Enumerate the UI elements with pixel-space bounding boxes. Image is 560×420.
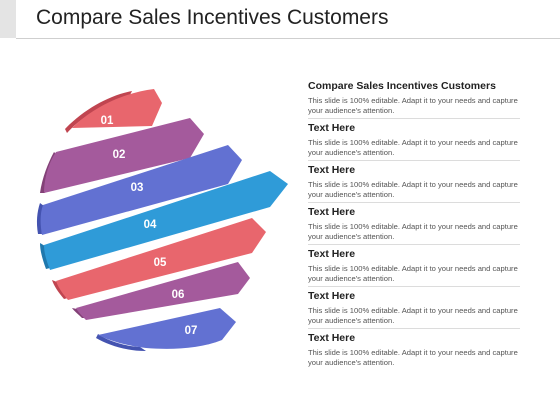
title-divider — [16, 38, 560, 39]
stripe-03-label: 03 — [131, 182, 144, 194]
block-body: This slide is 100% editable. Adapt it to… — [308, 264, 518, 283]
block-title: Text Here — [308, 248, 356, 260]
block-body: This slide is 100% editable. Adapt it to… — [308, 138, 518, 157]
stripe-06: 06 — [72, 262, 250, 320]
stripe-03: 03 — [36, 145, 242, 235]
stripe-07-shadow — [96, 334, 146, 351]
text-block: Text Here This slide is 100% editable. A… — [308, 164, 520, 206]
stripe-07-label: 07 — [185, 325, 198, 337]
stripe-07: 07 — [96, 308, 236, 351]
block-divider — [308, 202, 520, 203]
block-title: Text Here — [308, 290, 356, 302]
block-body: This slide is 100% editable. Adapt it to… — [308, 222, 518, 241]
stripe-01-label: 01 — [101, 115, 114, 127]
block-divider — [308, 118, 520, 119]
block-title: Text Here — [308, 206, 356, 218]
block-divider — [308, 160, 520, 161]
title-accent-bar — [0, 0, 16, 38]
stripe-06-shape — [76, 262, 250, 320]
stripe-05: 05 — [52, 218, 266, 300]
block-divider — [308, 328, 520, 329]
text-block: Text Here This slide is 100% editable. A… — [308, 332, 520, 374]
text-block: Text Here This slide is 100% editable. A… — [308, 248, 520, 290]
block-divider — [308, 286, 520, 287]
striped-circle-graphic: 01 02 03 04 05 06 07 — [36, 89, 288, 351]
block-title: Compare Sales Incentives Customers — [308, 80, 496, 92]
stripe-01: 01 — [65, 89, 162, 133]
stripe-04-label: 04 — [144, 219, 157, 231]
block-body: This slide is 100% editable. Adapt it to… — [308, 348, 518, 367]
stripe-05-shape — [56, 218, 266, 300]
stripe-06-label: 06 — [172, 289, 185, 301]
stripe-07-shape — [98, 308, 236, 349]
stripe-02-label: 02 — [113, 149, 126, 161]
page-title: Compare Sales Incentives Customers — [36, 6, 389, 29]
text-block: Text Here This slide is 100% editable. A… — [308, 290, 520, 332]
block-divider — [308, 244, 520, 245]
block-body: This slide is 100% editable. Adapt it to… — [308, 306, 518, 325]
block-title: Text Here — [308, 332, 356, 344]
block-body: This slide is 100% editable. Adapt it to… — [308, 96, 518, 115]
text-block: Compare Sales Incentives Customers This … — [308, 80, 520, 122]
stripe-05-label: 05 — [154, 257, 167, 269]
block-title: Text Here — [308, 122, 356, 134]
stripe-02-shape — [44, 118, 204, 193]
stripe-03-shape — [40, 145, 242, 235]
stripe-01-shape — [72, 89, 162, 128]
text-block: Text Here This slide is 100% editable. A… — [308, 206, 520, 248]
block-title: Text Here — [308, 164, 356, 176]
stripe-04-shape — [44, 171, 288, 270]
text-blocks: Compare Sales Incentives Customers This … — [308, 80, 520, 374]
text-block: Text Here This slide is 100% editable. A… — [308, 122, 520, 164]
block-body: This slide is 100% editable. Adapt it to… — [308, 180, 518, 199]
stripe-02: 02 — [40, 118, 204, 193]
stripe-04: 04 — [40, 171, 288, 270]
